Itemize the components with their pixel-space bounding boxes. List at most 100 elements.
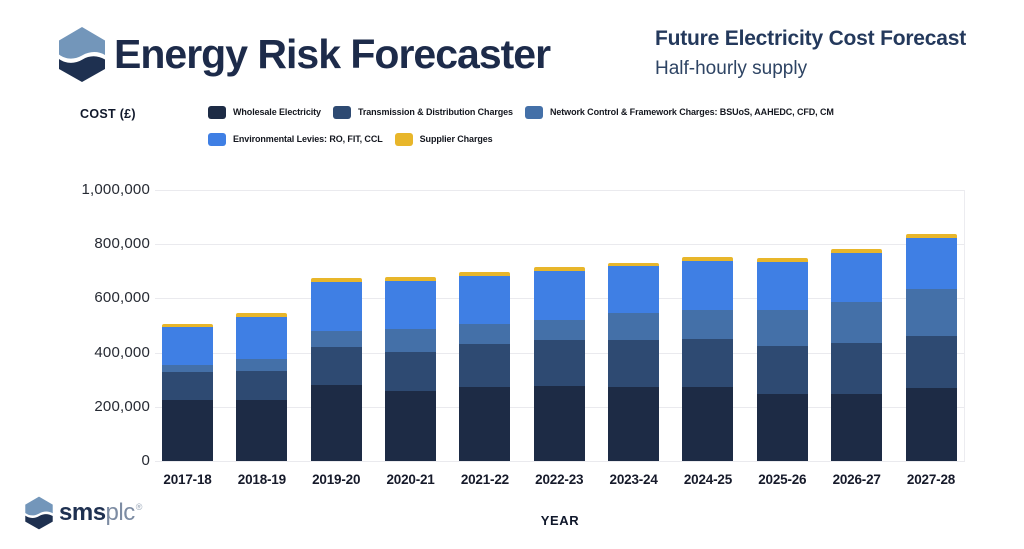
bar-segment <box>608 387 660 461</box>
bar-segment <box>756 310 808 346</box>
bar-segment <box>533 270 585 320</box>
stacked-bar-2025-26 <box>756 257 808 461</box>
x-axis-title: YEAR <box>540 513 580 528</box>
bar-segment <box>385 328 437 353</box>
stacked-bar-2019-20 <box>310 278 362 461</box>
bar-segment <box>608 262 660 267</box>
bar-segment <box>756 345 808 395</box>
bar-segment <box>533 267 585 271</box>
plot-area <box>155 190 965 462</box>
legend-label: Supplier Charges <box>419 134 493 144</box>
bar-segment <box>459 271 511 276</box>
bar-segment <box>608 266 660 313</box>
bar-segment <box>236 371 288 400</box>
legend-item: Supplier Charges <box>394 132 493 146</box>
smsplc-logo: smsplc® <box>24 496 142 530</box>
bar-segment <box>533 386 585 461</box>
bar-segment <box>236 313 288 318</box>
bar-segment <box>608 340 660 387</box>
bar-segment <box>831 342 883 394</box>
gridline <box>155 190 965 191</box>
bar-segment <box>236 317 288 359</box>
bar-segment <box>533 340 585 387</box>
bar-segment <box>756 394 808 461</box>
bar-segment <box>831 301 883 343</box>
bar-segment <box>905 289 957 336</box>
smsplc-logo-text: smsplc® <box>59 499 143 526</box>
stacked-bar-2024-25 <box>682 256 734 461</box>
stacked-bar-2027-28 <box>905 234 957 461</box>
gridline <box>155 244 965 246</box>
bar-segment <box>905 237 957 290</box>
bar-segment <box>533 319 585 341</box>
bar-segment <box>682 339 734 387</box>
bar-segment <box>459 324 511 345</box>
legend-swatch <box>208 132 226 146</box>
stacked-bar-2017-18 <box>162 323 213 461</box>
bar-segment <box>385 280 437 329</box>
y-tick-label: 0 <box>141 452 150 469</box>
bar-segment <box>385 390 437 461</box>
y-tick-label: 400,000 <box>94 343 150 361</box>
bar-segment <box>905 388 957 461</box>
stacked-bar-2021-22 <box>459 271 511 461</box>
bar-segment <box>756 261 808 311</box>
bar-segment <box>459 387 511 461</box>
bar-segment <box>310 347 362 385</box>
bar-segment <box>310 278 362 282</box>
legend-item: Transmission & Distribution Charges <box>332 105 513 119</box>
x-tick-label: 2017-18 <box>163 472 212 487</box>
bar-segment <box>162 399 213 461</box>
bar-segment <box>682 256 734 261</box>
bar-segment <box>236 358 288 372</box>
bar-segment <box>459 344 511 388</box>
bar-segment <box>905 234 957 238</box>
bar-segment <box>831 248 883 253</box>
legend-label: Environmental Levies: RO, FIT, CCL <box>233 134 383 144</box>
bar-segment <box>385 277 437 281</box>
legend-row-2: Environmental Levies: RO, FIT, CCL Suppli… <box>208 131 834 147</box>
bar-segment <box>162 372 213 400</box>
y-tick-label: 600,000 <box>94 289 150 307</box>
bar-segment <box>310 281 362 332</box>
y-tick-label: 800,000 <box>94 235 150 253</box>
stacked-bar-2026-27 <box>831 248 883 461</box>
y-tick-label: 200,000 <box>94 397 150 415</box>
legend-item: Environmental Levies: RO, FIT, CCL <box>208 132 383 146</box>
chart-legend: Wholesale Electricity Transmission & Dist… <box>208 104 834 147</box>
energy-risk-forecaster-logo-icon <box>59 27 105 82</box>
x-tick-label: 2025-26 <box>758 472 807 487</box>
x-tick-label: 2022-23 <box>535 472 584 487</box>
registered-mark: ® <box>135 502 143 512</box>
bar-segment <box>162 365 213 373</box>
chart-title-block: Future Electricity Cost Forecast Half-ho… <box>655 27 966 80</box>
y-axis-title: COST (£) <box>80 107 136 121</box>
chart-subtitle: Half-hourly supply <box>655 58 808 79</box>
bar-segment <box>682 309 734 340</box>
bar-segment <box>905 335 957 389</box>
x-tick-label: 2019-20 <box>312 472 361 487</box>
legend-label: Network Control & Framework Charges: BSU… <box>549 107 834 117</box>
bar-segment <box>682 386 734 461</box>
stacked-bar-2018-19 <box>236 313 288 461</box>
gridline <box>155 461 965 462</box>
x-tick-label: 2027-28 <box>906 472 956 487</box>
x-tick-label: 2026-27 <box>832 472 881 487</box>
bar-segment <box>162 327 213 366</box>
bar-segment <box>831 252 883 302</box>
x-tick-label: 2021-22 <box>460 472 509 487</box>
page-title: Energy Risk Forecaster <box>114 31 551 77</box>
bar-segment <box>831 393 883 461</box>
x-tick-label: 2023-24 <box>609 472 658 487</box>
chart-title: Future Electricity Cost Forecast <box>655 27 967 50</box>
smsplc-logo-icon <box>25 496 53 530</box>
legend-label: Transmission & Distribution Charges <box>357 107 513 117</box>
y-tick-label: 1,000,000 <box>81 181 150 198</box>
stacked-bar-2022-23 <box>533 267 585 461</box>
bar-segment <box>310 331 362 348</box>
bar-segment <box>608 312 660 341</box>
legend-row-1: Wholesale Electricity Transmission & Dist… <box>208 104 834 120</box>
legend-swatch <box>332 105 351 119</box>
legend-swatch <box>394 132 413 146</box>
bar-segment <box>236 399 288 461</box>
